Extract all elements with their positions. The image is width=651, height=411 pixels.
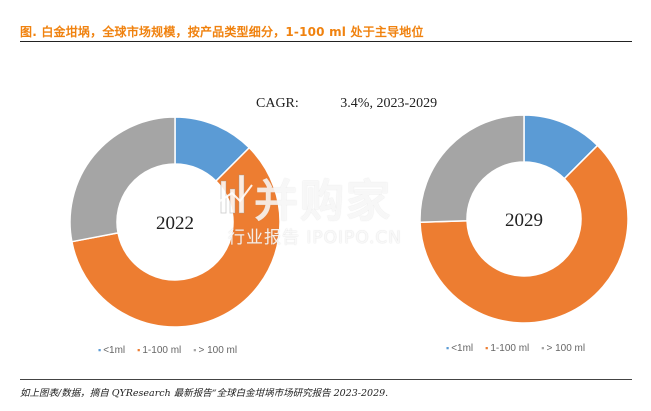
legend-marker-icon: ▪ <box>137 345 141 355</box>
legend-marker-icon: ▪ <box>98 345 102 355</box>
legend-label: > 100 ml <box>546 343 586 354</box>
donut-slice-2029-1 <box>419 144 629 324</box>
donut-center-label-2022: 2022 <box>156 213 194 234</box>
legend-2022: ▪ <1ml ▪ 1-100 ml ▪ > 100 ml <box>98 345 249 356</box>
legend-marker-icon: ▪ <box>193 345 197 355</box>
legend-label: <1ml <box>103 345 126 356</box>
legend-label: 1-100 ml <box>490 343 530 354</box>
legend-item-2029-0: ▪ <1ml <box>446 343 473 354</box>
legend-item-2029-1: ▪ 1-100 ml <box>485 343 529 354</box>
legend-marker-icon: ▪ <box>446 343 450 353</box>
donut-slice-2022-2 <box>69 116 176 243</box>
legend-marker-icon: ▪ <box>485 343 489 353</box>
figure-title: 图. 白金坩埚，全球市场规模，按产品类型细分，1-100 ml 处于主导地位 <box>20 25 424 39</box>
legend-item-2022-1: ▪ 1-100 ml <box>137 345 181 356</box>
cagr-label: CAGR: <box>256 96 299 111</box>
legend-marker-icon: ▪ <box>541 343 545 353</box>
legend-item-2022-0: ▪ <1ml <box>98 345 125 356</box>
donut-center-label-2029: 2029 <box>505 210 543 231</box>
source-note: 如上图表/数据，摘自 QYResearch 最新报告“全球白金坩埚市场研究报告 … <box>20 388 389 399</box>
legend-label: 1-100 ml <box>142 345 182 356</box>
legend-item-2029-2: ▪ > 100 ml <box>541 343 585 354</box>
legend-2029: ▪ <1ml ▪ 1-100 ml ▪ > 100 ml <box>446 343 597 354</box>
donut-slice-2029-2 <box>419 114 525 224</box>
footer-divider <box>20 379 632 380</box>
cagr-annotation: CAGR: 3.4%, 2023-2029 <box>256 96 437 112</box>
legend-label: > 100 ml <box>198 345 238 356</box>
title-divider <box>20 41 632 42</box>
cagr-value: 3.4%, 2023-2029 <box>340 96 438 111</box>
legend-item-2022-2: ▪ > 100 ml <box>193 345 237 356</box>
legend-label: <1ml <box>451 343 474 354</box>
